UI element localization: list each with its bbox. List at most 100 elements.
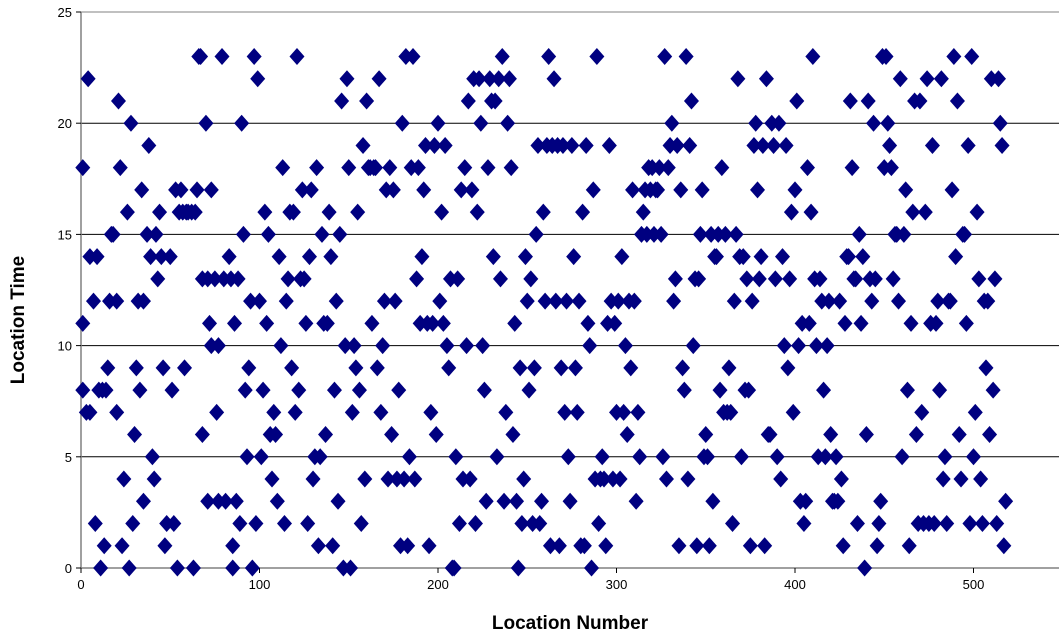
data-point bbox=[864, 292, 880, 310]
data-point bbox=[782, 270, 798, 288]
data-point bbox=[601, 136, 617, 154]
data-point bbox=[128, 359, 144, 377]
data-point bbox=[441, 359, 457, 377]
data-point bbox=[343, 559, 359, 577]
data-point bbox=[266, 403, 282, 421]
data-point bbox=[164, 381, 180, 399]
data-point bbox=[578, 136, 594, 154]
data-point bbox=[259, 314, 275, 332]
data-point bbox=[359, 92, 375, 110]
data-point bbox=[980, 292, 996, 310]
data-point bbox=[375, 337, 391, 355]
data-point bbox=[953, 470, 969, 488]
x-tick-label-400: 400 bbox=[784, 577, 806, 592]
data-point bbox=[143, 248, 159, 266]
data-point bbox=[494, 47, 510, 65]
data-point bbox=[939, 515, 955, 533]
data-point bbox=[835, 537, 851, 555]
data-point bbox=[860, 92, 876, 110]
data-point bbox=[623, 359, 639, 377]
data-point bbox=[280, 270, 296, 288]
data-point bbox=[553, 359, 569, 377]
data-point bbox=[430, 114, 446, 132]
data-point bbox=[564, 136, 580, 154]
data-point bbox=[571, 292, 587, 310]
data-point bbox=[791, 337, 807, 355]
data-point bbox=[773, 470, 789, 488]
data-point bbox=[542, 537, 558, 555]
data-point bbox=[805, 47, 821, 65]
data-point bbox=[812, 270, 828, 288]
data-point bbox=[948, 248, 964, 266]
data-point bbox=[300, 515, 316, 533]
axes bbox=[76, 11, 1059, 573]
data-point bbox=[783, 203, 799, 221]
data-point bbox=[669, 136, 685, 154]
data-point bbox=[510, 559, 526, 577]
data-point bbox=[801, 314, 817, 332]
data-point bbox=[799, 159, 815, 177]
data-point bbox=[671, 537, 687, 555]
data-point bbox=[680, 470, 696, 488]
data-point bbox=[227, 314, 243, 332]
data-point bbox=[598, 537, 614, 555]
data-point bbox=[892, 70, 908, 88]
data-point bbox=[450, 270, 466, 288]
data-point bbox=[730, 70, 746, 88]
data-point bbox=[733, 448, 749, 466]
data-point bbox=[405, 47, 421, 65]
data-point bbox=[885, 270, 901, 288]
data-point bbox=[321, 203, 337, 221]
x-tick-label-0: 0 bbox=[77, 577, 84, 592]
data-point bbox=[849, 515, 865, 533]
data-point bbox=[303, 181, 319, 199]
data-point bbox=[755, 136, 771, 154]
data-point bbox=[701, 537, 717, 555]
data-point bbox=[882, 136, 898, 154]
data-point bbox=[626, 292, 642, 310]
data-point bbox=[98, 381, 114, 399]
data-point bbox=[276, 515, 292, 533]
x-tick-label-300: 300 bbox=[606, 577, 628, 592]
data-point bbox=[664, 114, 680, 132]
data-point bbox=[500, 114, 516, 132]
data-point bbox=[369, 359, 385, 377]
data-point bbox=[982, 426, 998, 444]
data-point bbox=[326, 381, 342, 399]
data-point bbox=[728, 225, 744, 243]
data-point bbox=[878, 47, 894, 65]
data-point bbox=[741, 381, 757, 399]
data-point bbox=[766, 136, 782, 154]
y-axis-title: Location Time bbox=[8, 256, 29, 384]
data-point bbox=[537, 292, 553, 310]
data-point bbox=[855, 248, 871, 266]
data-point bbox=[748, 114, 764, 132]
data-point bbox=[189, 181, 205, 199]
data-point bbox=[121, 559, 137, 577]
x-tick-label-100: 100 bbox=[249, 577, 271, 592]
data-point bbox=[319, 314, 335, 332]
data-point bbox=[562, 492, 578, 510]
data-point bbox=[557, 403, 573, 421]
data-point bbox=[425, 314, 441, 332]
y-tick-label-0: 0 bbox=[65, 561, 72, 576]
data-point bbox=[567, 359, 583, 377]
data-point bbox=[157, 537, 173, 555]
data-point bbox=[808, 337, 824, 355]
data-point bbox=[509, 492, 525, 510]
data-point bbox=[926, 515, 942, 533]
data-point bbox=[683, 92, 699, 110]
data-point bbox=[616, 403, 632, 421]
data-point bbox=[244, 559, 260, 577]
data-point bbox=[253, 448, 269, 466]
data-point bbox=[492, 270, 508, 288]
data-point bbox=[990, 70, 1006, 88]
data-point bbox=[301, 248, 317, 266]
data-point bbox=[426, 136, 442, 154]
data-point bbox=[278, 292, 294, 310]
data-point bbox=[762, 426, 778, 444]
data-point bbox=[785, 403, 801, 421]
data-point bbox=[678, 47, 694, 65]
data-point bbox=[725, 515, 741, 533]
data-point bbox=[109, 292, 125, 310]
